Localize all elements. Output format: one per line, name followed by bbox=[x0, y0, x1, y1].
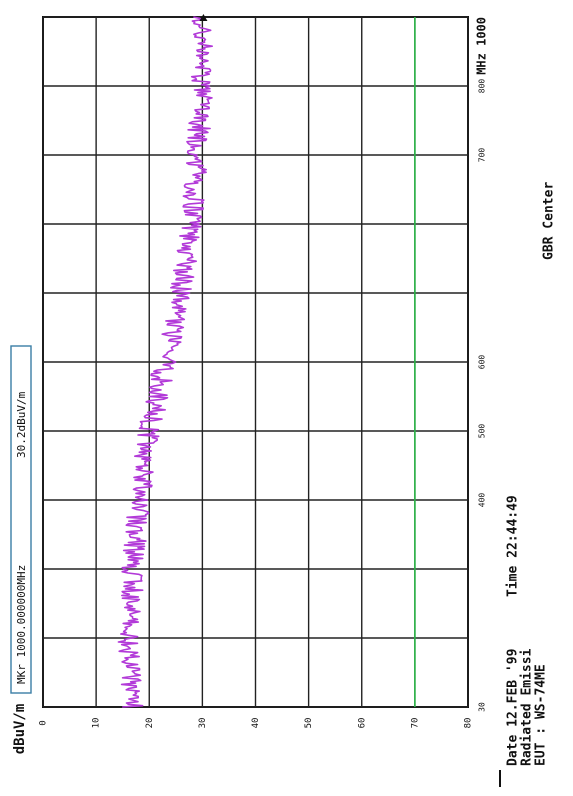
x-tick-labels: 30 400 500 600 700 800 MHz 1000 bbox=[475, 17, 489, 712]
y-tick-label: 50 bbox=[304, 718, 314, 729]
test-label: Radiated Emissi bbox=[520, 648, 535, 766]
y-tick-label: 20 bbox=[145, 718, 155, 729]
time-label: Time 22:44:49 bbox=[506, 495, 521, 597]
x-tick-label: 700 bbox=[478, 148, 487, 163]
marker-readout: MKr 1000.000000MHz 30.2dBuV/m bbox=[10, 345, 32, 694]
y-tick-label: 80 bbox=[464, 718, 474, 729]
marker-point bbox=[199, 14, 208, 21]
x-tick-label: 30 bbox=[478, 702, 487, 712]
eut-label: EUT : WS-74ME bbox=[534, 664, 549, 766]
date-label: Date 12.FEB '99 bbox=[506, 649, 521, 766]
lab-label: GBR Center bbox=[542, 182, 557, 260]
trace-group bbox=[117, 14, 213, 708]
plot-grid bbox=[42, 16, 469, 708]
y-tick-labels: 0 10 20 30 40 50 60 70 80 dBuV/m bbox=[12, 704, 474, 755]
y-unit-label: dBuV/m bbox=[12, 704, 28, 755]
x-tick-label: 500 bbox=[478, 424, 487, 439]
y-tick-label: 0 bbox=[39, 720, 49, 725]
y-tick-label: 70 bbox=[410, 718, 420, 729]
emission-trace bbox=[117, 16, 213, 708]
y-tick-label: 30 bbox=[198, 718, 208, 729]
x-tick-label: 600 bbox=[478, 355, 487, 370]
y-tick-label: 60 bbox=[357, 718, 367, 729]
marker-readout-box bbox=[10, 345, 32, 694]
marker-value-label: 30.2dBuV/m bbox=[15, 391, 28, 458]
info-text: Date 12.FEB '99 Radiated Emissi EUT : WS-7… bbox=[499, 182, 557, 787]
y-tick-label: 10 bbox=[92, 718, 102, 729]
y-tick-label: 40 bbox=[251, 718, 261, 729]
x-tick-label: MHz 1000 bbox=[475, 17, 489, 75]
marker-frequency-label: MKr 1000.000000MHz bbox=[15, 565, 28, 684]
x-tick-label: 800 bbox=[478, 79, 487, 94]
x-tick-label: 400 bbox=[478, 493, 487, 508]
